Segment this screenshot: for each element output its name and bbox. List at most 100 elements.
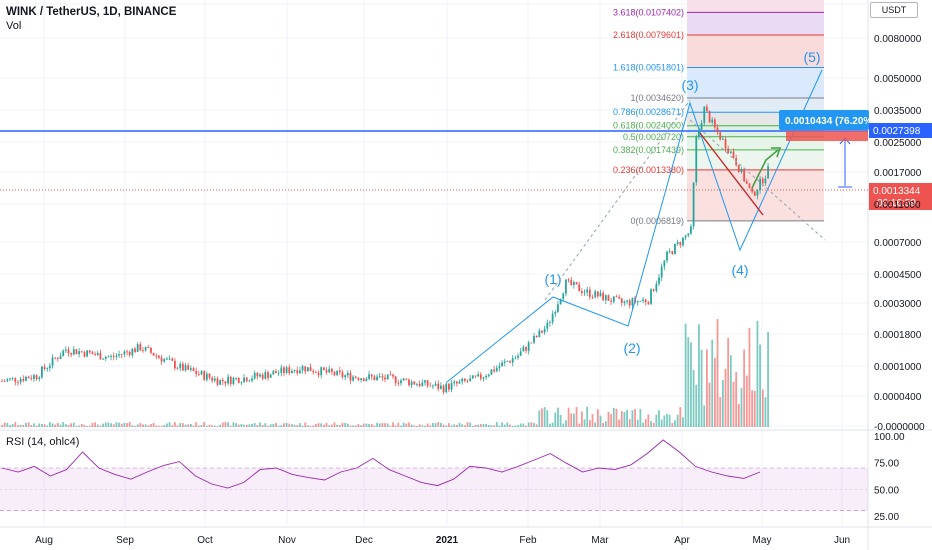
volume-bar — [485, 423, 488, 427]
volume-bar — [652, 422, 655, 427]
volume-bar — [551, 422, 554, 427]
volume-bar — [471, 425, 474, 427]
volume-bar — [189, 423, 192, 427]
volume-bar — [259, 422, 261, 427]
candle-body — [543, 328, 546, 333]
volume-bar — [663, 415, 666, 427]
candle-body — [612, 296, 615, 302]
volume-bar — [453, 424, 456, 427]
volume-bar — [432, 422, 434, 427]
volume-bar — [660, 419, 663, 427]
volume-bar — [163, 425, 166, 427]
candle-body — [91, 352, 94, 355]
candle-body — [144, 347, 147, 351]
volume-bar — [86, 425, 89, 427]
candle-body — [152, 352, 155, 356]
candle-body — [64, 349, 67, 351]
candle-body — [432, 385, 434, 387]
candle-body — [317, 372, 320, 376]
candle-body — [176, 368, 179, 370]
candle-body — [650, 289, 652, 305]
candle-body — [554, 312, 557, 314]
volume-bar — [610, 413, 613, 427]
volume-bar — [264, 423, 267, 427]
volume-bar — [19, 424, 22, 427]
volume-bar — [11, 424, 14, 427]
volume-bar — [461, 424, 464, 427]
fib-level-label: 0.618(0.0024000) — [613, 121, 684, 131]
volume-bar — [139, 423, 142, 427]
candle-body — [160, 357, 163, 362]
fib-zone — [687, 35, 824, 68]
volume-bar — [293, 425, 296, 427]
candle-body — [285, 367, 288, 373]
candle-body — [370, 374, 373, 377]
rsi-label: RSI (14, ohlc4) — [6, 436, 80, 448]
volume-bar — [118, 422, 120, 427]
volume-bar — [631, 410, 634, 427]
volume-bar — [514, 425, 517, 427]
volume-bar — [708, 382, 711, 427]
volume-bar — [679, 407, 682, 427]
volume-bar — [136, 424, 139, 427]
volume-bar — [221, 422, 224, 427]
volume-bar — [522, 423, 525, 427]
volume-bar — [607, 411, 610, 427]
volume-bar — [269, 424, 272, 427]
candle-body — [490, 369, 493, 375]
volume-bar — [442, 424, 445, 427]
candle-body — [248, 380, 251, 382]
candle-body — [312, 371, 315, 373]
volume-bar — [748, 327, 751, 427]
volume-bar — [314, 424, 317, 427]
candle-body — [671, 251, 674, 255]
volume-bar — [1, 425, 3, 427]
volume-bar — [753, 390, 756, 427]
volume-bar — [591, 414, 594, 427]
volume-bar — [594, 422, 597, 427]
candle-body — [684, 235, 687, 238]
volume-bar — [38, 423, 41, 427]
candle-body — [522, 347, 525, 352]
candle-body — [690, 226, 692, 234]
fib-zone — [687, 97, 824, 113]
currency-badge[interactable]: USDT — [870, 2, 918, 18]
volume-bar — [352, 425, 355, 427]
candle-body — [700, 122, 703, 130]
volume-bar — [301, 425, 304, 427]
fib-zone — [687, 0, 824, 13]
wave-label: (2) — [623, 340, 640, 356]
measure-badge-text: 0.0010434 (76.20% — [785, 116, 872, 127]
candle-body — [259, 374, 261, 377]
volume-bar — [463, 425, 466, 427]
volume-bar — [365, 423, 368, 427]
volume-bar — [357, 424, 360, 427]
volume-bar — [554, 412, 557, 427]
volume-bar — [716, 319, 719, 427]
candle-body — [256, 372, 259, 377]
volume-bar — [495, 422, 498, 427]
volume-bar — [336, 424, 339, 427]
candle-body — [628, 300, 631, 306]
candle-body — [487, 374, 490, 377]
candle-body — [35, 375, 38, 380]
volume-bar — [51, 423, 54, 427]
volume-bar — [565, 420, 567, 427]
candle-body — [527, 342, 530, 351]
candle-body — [466, 380, 469, 382]
candle-body — [485, 376, 488, 378]
volume-bar — [346, 423, 349, 427]
candle-body — [150, 347, 152, 353]
volume-bar — [546, 410, 549, 427]
candle-body — [237, 378, 240, 384]
volume-bar — [195, 422, 198, 427]
candle-body — [408, 379, 410, 386]
volume-bar — [27, 422, 30, 427]
rsi-axis-label: 100.00 — [874, 432, 905, 443]
volume-bar — [62, 422, 65, 427]
candle-body — [291, 370, 293, 374]
candle-body — [17, 381, 19, 383]
candle-body — [104, 357, 107, 359]
volume-bar — [602, 422, 605, 427]
